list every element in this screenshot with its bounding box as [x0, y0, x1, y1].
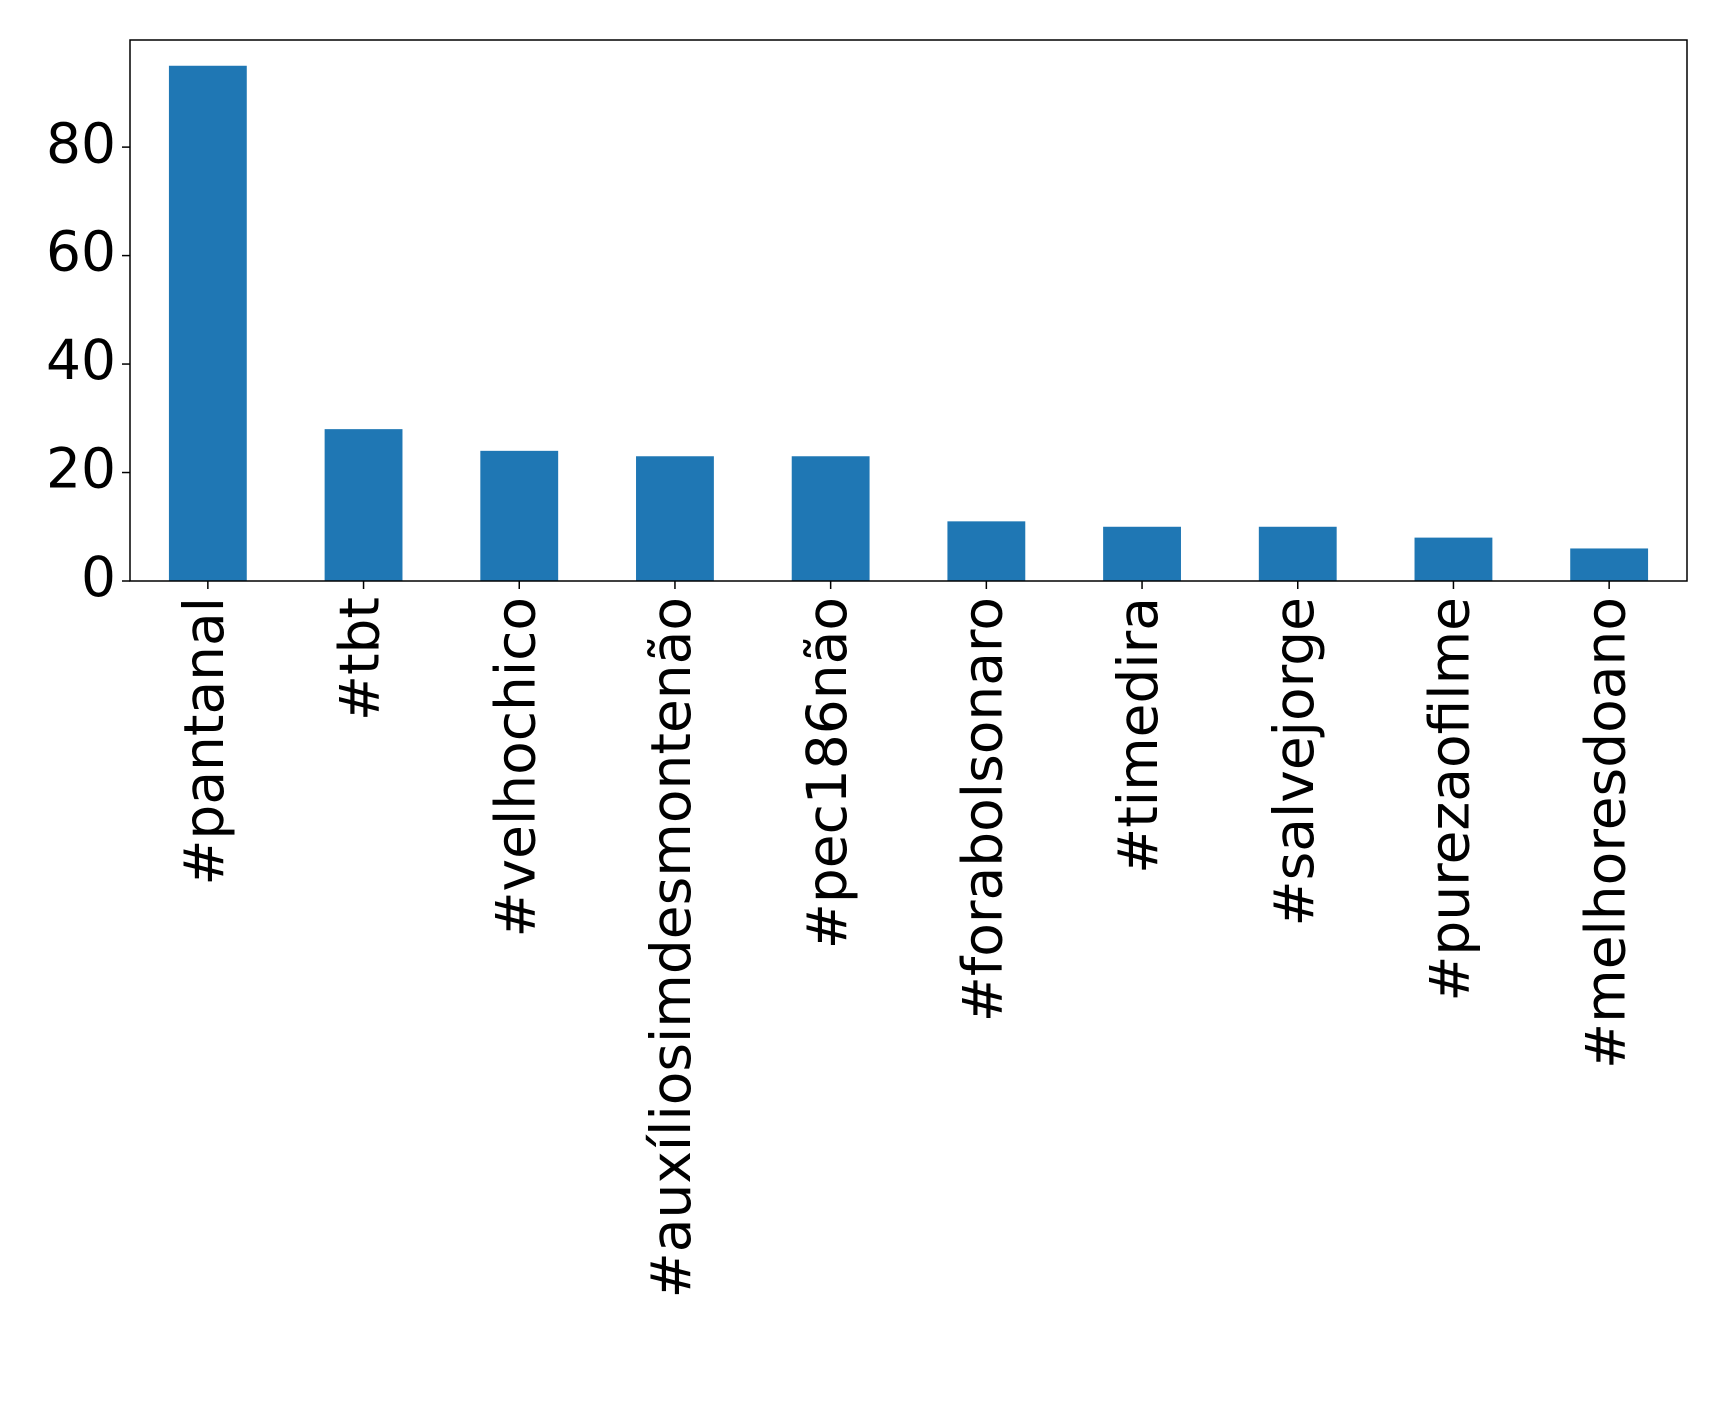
bar [1103, 526, 1181, 581]
x-tick-label: #pantanal [172, 597, 236, 886]
bar [636, 456, 714, 581]
x-tick-label: #salvejorge [1262, 597, 1326, 926]
y-tick-label: 20 [46, 437, 116, 501]
plot-frame [129, 39, 1688, 582]
x-tick-label: #auxíliosimdesmontenão [639, 597, 703, 1298]
bar [480, 450, 559, 581]
bar [1570, 548, 1649, 581]
bar [1414, 537, 1493, 581]
x-tick-label: #pec186não [795, 597, 859, 949]
bar [947, 521, 1026, 581]
x-tick-label: #melhoresdoano [1573, 597, 1637, 1069]
x-tick-label: #tbt [328, 597, 392, 721]
bar [791, 456, 870, 581]
x-tick-label: #velhochico [483, 597, 547, 938]
bar [168, 65, 247, 581]
y-tick-label: 80 [46, 111, 116, 175]
y-tick-label: 40 [46, 328, 116, 392]
y-tick-label: 0 [81, 545, 116, 609]
bar [324, 429, 403, 581]
y-tick-label: 60 [46, 220, 116, 284]
bar [1258, 526, 1337, 581]
x-tick-label: #forabolsonaro [950, 597, 1014, 1022]
x-tick-label: #timedira [1106, 597, 1170, 874]
x-tick-label: #purezaofilme [1418, 597, 1482, 1002]
